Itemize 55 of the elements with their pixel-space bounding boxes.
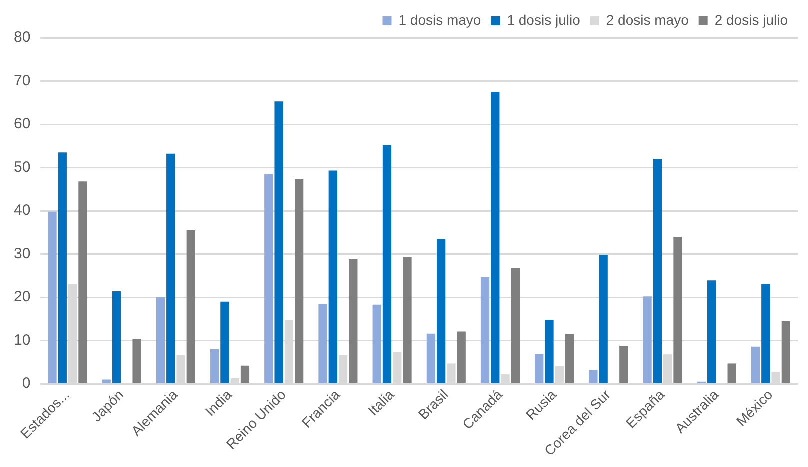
bar: [403, 257, 412, 384]
bar: [349, 259, 358, 384]
y-tick-label: 60: [14, 116, 31, 133]
bar: [653, 159, 662, 384]
legend-label: 1 dosis julio: [507, 12, 581, 28]
bar: [318, 304, 328, 384]
bar: [589, 370, 598, 384]
y-tick-label: 40: [14, 202, 31, 220]
bar: [264, 174, 274, 384]
bar: [751, 346, 760, 384]
bar: [545, 320, 554, 384]
bar: [457, 332, 466, 384]
bar: [491, 92, 500, 384]
bar: [565, 334, 574, 384]
x-tick-label: Italia: [364, 386, 398, 419]
bar: [48, 212, 57, 384]
bar: [762, 284, 770, 384]
y-tick-label: 50: [14, 158, 31, 176]
y-tick-label: 70: [14, 72, 31, 90]
bar: [166, 154, 176, 384]
bar: [102, 380, 111, 384]
bar: [295, 179, 304, 384]
legend-label: 1 dosis mayo: [398, 12, 482, 28]
bar: [643, 296, 652, 384]
bar: [112, 291, 122, 384]
bar: [674, 236, 682, 384]
bar: [240, 366, 250, 384]
legend-label: 2 dosis julio: [714, 12, 788, 28]
y-tick-label: 10: [14, 332, 31, 349]
bar: [728, 364, 736, 384]
bar: [132, 339, 142, 384]
y-tick-label: 0: [22, 375, 31, 392]
bar: [186, 230, 196, 384]
bar: [426, 334, 436, 384]
bar: [535, 354, 544, 384]
bar: [782, 321, 790, 384]
y-tick-label: 80: [14, 29, 31, 46]
bar: [210, 349, 220, 384]
legend-label: 2 dosis mayo: [606, 12, 690, 28]
y-tick-label: 30: [14, 245, 31, 262]
bar: [437, 239, 446, 384]
bar: [328, 170, 338, 384]
bar: [372, 304, 382, 384]
bar: [620, 346, 628, 384]
bar: [511, 268, 520, 384]
bar: [220, 302, 230, 384]
bar: [707, 280, 716, 384]
bar: [382, 145, 392, 384]
bar: [78, 182, 88, 384]
bar: [599, 255, 608, 384]
bar: [274, 102, 284, 384]
bar: [156, 298, 166, 384]
y-tick-label: 20: [14, 288, 31, 306]
bar: [58, 152, 67, 384]
bar: [480, 277, 490, 384]
